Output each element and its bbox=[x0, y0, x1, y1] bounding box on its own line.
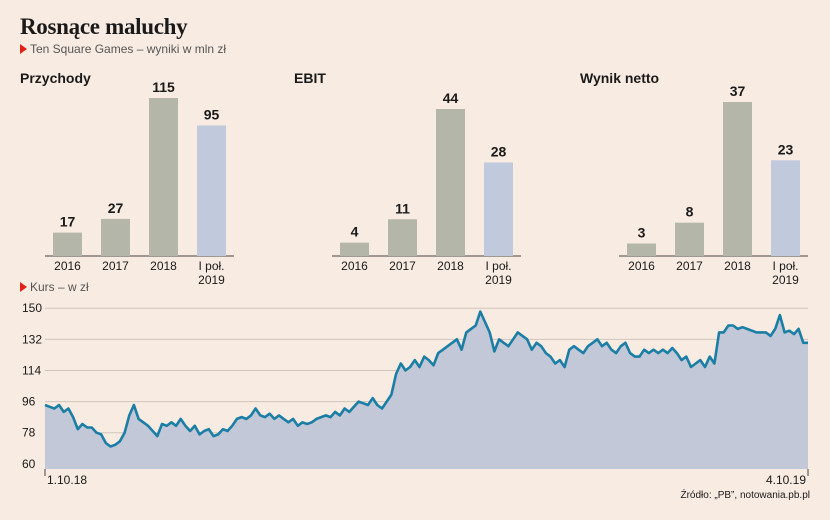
category-label: 2016 bbox=[628, 259, 655, 273]
bar bbox=[723, 102, 752, 256]
price-line bbox=[44, 310, 808, 448]
bar bbox=[388, 219, 417, 256]
panel-title-przychody: Przychody bbox=[20, 70, 91, 86]
red-triangle-icon bbox=[20, 282, 27, 292]
bar bbox=[149, 98, 178, 256]
category-label: I poł. bbox=[198, 259, 224, 273]
source-note: Źródło: „PB”, notowania.pb.pl bbox=[680, 490, 810, 501]
category-label: 2019 bbox=[198, 273, 225, 287]
bar-value-label: 27 bbox=[108, 200, 124, 216]
red-triangle-icon bbox=[20, 44, 27, 54]
bar-value-label: 23 bbox=[778, 141, 794, 157]
y-tick-label: 114 bbox=[22, 363, 41, 377]
bar bbox=[101, 218, 130, 256]
y-tick-label: 150 bbox=[22, 301, 42, 315]
bar-value-label: 3 bbox=[638, 225, 646, 241]
category-label: 2018 bbox=[724, 259, 751, 273]
chart-title: Rosnące maluchy bbox=[20, 14, 188, 39]
bar-value-label: 28 bbox=[491, 143, 507, 159]
category-label: 2018 bbox=[437, 259, 464, 273]
category-label: 2017 bbox=[102, 259, 129, 273]
panel-title-ebit: EBIT bbox=[294, 70, 326, 86]
bar bbox=[627, 243, 656, 256]
bar bbox=[484, 162, 513, 256]
bar-value-label: 44 bbox=[443, 90, 459, 106]
panel-title-wynik-netto: Wynik netto bbox=[580, 70, 660, 86]
category-label: 2019 bbox=[485, 273, 512, 287]
bar-value-label: 4 bbox=[351, 224, 359, 240]
bar-value-label: 115 bbox=[152, 79, 175, 95]
bar-value-label: 95 bbox=[204, 106, 220, 122]
bar-value-label: 8 bbox=[686, 204, 694, 220]
category-label: 2017 bbox=[389, 259, 416, 273]
y-tick-label: 60 bbox=[22, 457, 36, 471]
category-label: 2018 bbox=[150, 259, 177, 273]
subtitle-text: Ten Square Games – wyniki w mln zł bbox=[30, 42, 227, 56]
kurs-label-text: Kurs – w zł bbox=[30, 280, 89, 294]
bar-value-label: 37 bbox=[730, 83, 746, 99]
category-label: 2016 bbox=[54, 259, 81, 273]
category-label: I poł. bbox=[772, 259, 798, 273]
x-tick-label-end: 4.10.19 bbox=[766, 473, 806, 487]
bar bbox=[197, 125, 226, 256]
bar-value-label: 11 bbox=[395, 200, 410, 216]
y-tick-label: 96 bbox=[22, 395, 36, 409]
kurs-label: Kurs – w zł bbox=[20, 280, 89, 294]
bar bbox=[436, 109, 465, 256]
chart-subtitle: Ten Square Games – wyniki w mln zł bbox=[20, 42, 226, 56]
category-label: 2016 bbox=[341, 259, 368, 273]
bar-value-label: 17 bbox=[60, 214, 76, 230]
y-tick-label: 78 bbox=[22, 426, 36, 440]
bar bbox=[53, 232, 82, 256]
bar bbox=[675, 222, 704, 256]
category-label: I poł. bbox=[485, 259, 511, 273]
bar bbox=[340, 242, 369, 256]
x-tick-label-start: 1.10.18 bbox=[47, 473, 87, 487]
price-area bbox=[45, 311, 808, 469]
bar bbox=[771, 160, 800, 256]
category-label: 2019 bbox=[772, 273, 799, 287]
category-label: 2017 bbox=[676, 259, 703, 273]
y-tick-label: 132 bbox=[22, 332, 42, 346]
